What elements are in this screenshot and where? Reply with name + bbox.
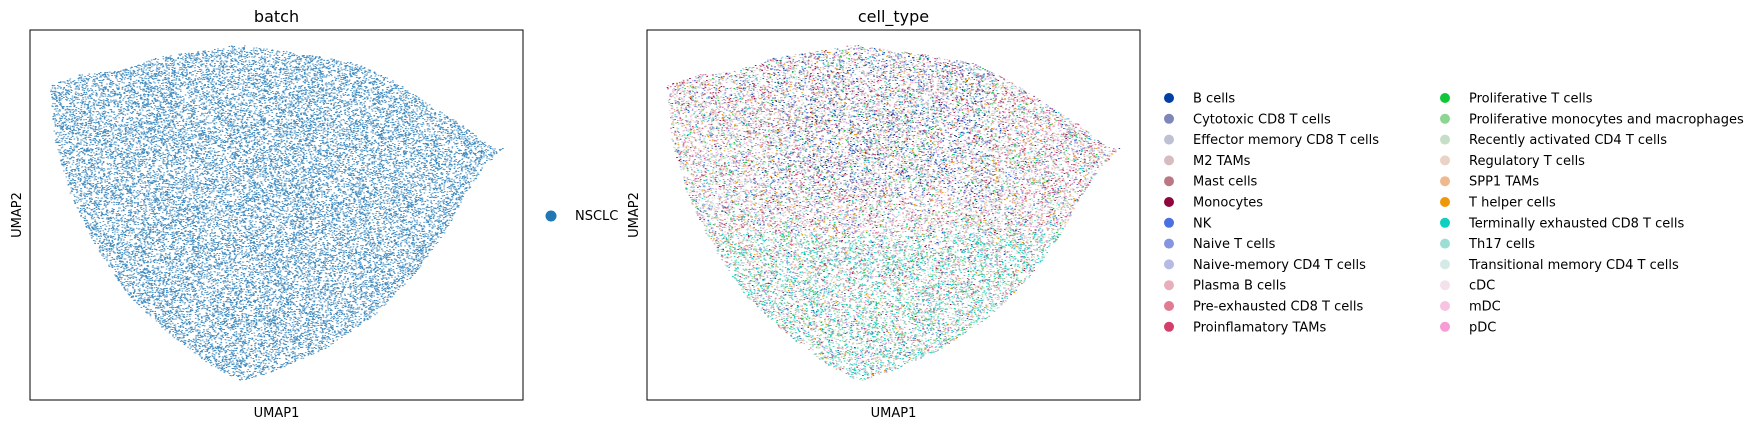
legend-marker-3 — [1164, 155, 1174, 166]
cell-type-ylabel: UMAP2 — [627, 192, 642, 238]
legend-label-1: Cytotoxic CD8 T cells — [1193, 112, 1331, 127]
legend-label-10: Pre-exhausted CD8 T cells — [1193, 300, 1363, 315]
legend-label-9: Plasma B cells — [1193, 279, 1286, 294]
batch-title: batch — [254, 7, 299, 26]
legend-marker-13 — [1440, 113, 1450, 124]
legend-marker-14 — [1440, 134, 1450, 145]
legend-marker-nsclc — [545, 210, 557, 222]
cell-type-title: cell_type — [858, 7, 929, 27]
batch-ylabel: UMAP2 — [10, 192, 25, 238]
cell-type-panel: cell_type UMAP1 UMAP2 B cells Cytotoxic C… — [627, 7, 1744, 421]
legend-label-18: Terminally exhausted CD8 T cells — [1468, 216, 1684, 231]
cell-type-series-points-20 — [673, 44, 1104, 377]
legend-marker-23 — [1440, 321, 1450, 332]
legend-label-11: Proinflamatory TAMs — [1193, 320, 1327, 335]
legend-marker-1 — [1164, 113, 1174, 124]
legend-marker-5 — [1164, 197, 1174, 207]
legend-label-12: Proliferative T cells — [1469, 92, 1593, 107]
legend-label-15: Regulatory T cells — [1469, 154, 1585, 169]
legend-label-13: Proliferative monocytes and macrophages — [1469, 112, 1744, 127]
legend-marker-11 — [1164, 321, 1174, 332]
legend-marker-19 — [1440, 238, 1450, 249]
batch-panel: batch UMAP1 UMAP2 NSCLC — [10, 7, 618, 421]
cell-type-series-points-14 — [667, 47, 1106, 374]
legend-marker-7 — [1164, 238, 1174, 249]
cell-type-series-points-6 — [668, 50, 1109, 375]
legend-label-14: Recently activated CD4 T cells — [1469, 133, 1667, 148]
legend-marker-15 — [1440, 155, 1450, 166]
legend-label-4: Mast cells — [1193, 175, 1258, 190]
legend-marker-22 — [1440, 301, 1450, 311]
cell-type-points — [666, 44, 1121, 381]
legend-marker-6 — [1164, 217, 1174, 228]
legend-marker-17 — [1440, 197, 1450, 207]
cell-type-series-points-16 — [671, 48, 1113, 374]
legend-marker-16 — [1440, 176, 1450, 187]
legend-marker-2 — [1164, 134, 1174, 145]
legend-label-5: Monocytes — [1193, 196, 1263, 211]
legend-marker-0 — [1164, 93, 1174, 103]
legend-label-8: Naive-memory CD4 T cells — [1193, 258, 1366, 273]
legend-label-21: cDC — [1469, 279, 1495, 294]
batch-axes-frame — [29, 29, 524, 401]
legend-label-6: NK — [1193, 216, 1212, 231]
legend-marker-4 — [1164, 176, 1174, 187]
batch-legend: NSCLC — [545, 209, 618, 224]
legend-label-16: SPP1 TAMs — [1469, 175, 1539, 190]
cell-type-series-points-21 — [675, 45, 1098, 376]
cell-type-series-points-23 — [670, 48, 1117, 373]
legend-label-2: Effector memory CD8 T cells — [1193, 133, 1379, 148]
cell-type-series-points-11 — [669, 45, 1116, 376]
cell-type-series-points-7 — [671, 50, 1107, 375]
legend-label-23: pDC — [1469, 320, 1496, 335]
legend-label-7: Naive T cells — [1193, 237, 1276, 252]
cell-type-legend: B cells Cytotoxic CD8 T cells Effector mem… — [1164, 92, 1744, 335]
cell-type-series-points-19 — [671, 46, 1112, 375]
legend-label-3: M2 TAMs — [1193, 154, 1251, 169]
cell-type-series-points-22 — [668, 47, 1112, 378]
legend-marker-18 — [1440, 217, 1450, 228]
legend-marker-21 — [1440, 280, 1450, 291]
legend-label-19: Th17 cells — [1468, 237, 1535, 252]
legend-label-20: Transitional memory CD4 T cells — [1468, 258, 1679, 273]
batch-xlabel: UMAP1 — [254, 406, 300, 421]
legend-label-17: T helper cells — [1468, 196, 1556, 211]
legend-marker-12 — [1440, 93, 1450, 103]
legend-marker-8 — [1164, 259, 1174, 270]
batch-points — [49, 45, 504, 381]
legend-marker-20 — [1440, 259, 1450, 270]
legend-marker-9 — [1164, 280, 1174, 291]
legend-label-0: B cells — [1193, 92, 1235, 107]
batch-series-nsclc-points — [49, 45, 504, 381]
cell-type-axes-frame — [646, 29, 1141, 401]
legend-marker-10 — [1164, 301, 1174, 311]
cell-type-series-points-12 — [671, 48, 1107, 375]
legend-label-22: mDC — [1469, 300, 1501, 315]
legend-label-nsclc: NSCLC — [575, 209, 618, 224]
cell-type-xlabel: UMAP1 — [871, 406, 917, 421]
